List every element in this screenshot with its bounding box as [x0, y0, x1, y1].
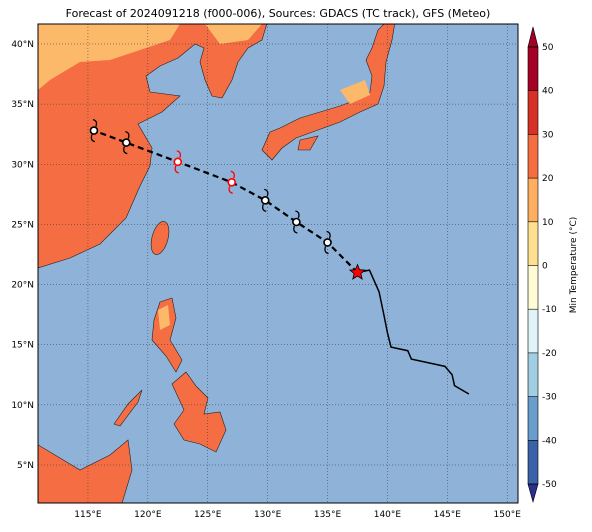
- storm-hook: [123, 130, 130, 155]
- map-frame: [37, 23, 519, 504]
- colorbar-bin: [528, 47, 538, 91]
- observed-track: [357, 269, 470, 395]
- storm-hook: [174, 150, 182, 174]
- y-tick-label: 35°N: [11, 100, 34, 110]
- storm-marker: [292, 217, 301, 227]
- y-tick-label: 25°N: [11, 220, 34, 230]
- x-tick-label: 135°E: [314, 510, 342, 520]
- colorbar-tick-label: 20: [542, 174, 554, 184]
- x-tick-label: 120°E: [134, 510, 162, 520]
- colorbar-bin: [528, 134, 538, 179]
- x-tick-label: 145°E: [434, 510, 462, 520]
- title: Forecast of 2024091218 (f000-006), Sourc…: [66, 7, 491, 20]
- colorbar-extend-low: [527, 483, 539, 504]
- land: [38, 24, 395, 503]
- x-tick-label: 150°E: [494, 510, 522, 520]
- storm-marker: [173, 157, 183, 167]
- storm-hook: [228, 170, 235, 194]
- colorbar-frame: [527, 46, 539, 485]
- x-tick-label: 115°E: [74, 510, 102, 520]
- storm-marker: [260, 196, 270, 205]
- y-tick-label: 5°N: [17, 461, 34, 471]
- x-tick-label: 140°E: [374, 510, 402, 520]
- colorbar-bin: [528, 90, 538, 135]
- colorbar-tick-label: -20: [542, 349, 557, 359]
- y-tick-label: 10°N: [11, 401, 34, 411]
- colorbar-tick-label: -10: [542, 305, 557, 315]
- storm-marker: [121, 138, 131, 147]
- y-tick-label: 30°N: [11, 160, 34, 170]
- storm-hook: [262, 188, 269, 212]
- colorbar-tick-label: 50: [542, 43, 554, 53]
- colorbar-extend-high: [527, 26, 539, 48]
- x-tick-label: 125°E: [194, 510, 222, 520]
- colorbar-bin: [528, 221, 538, 266]
- colorbar-bin: [528, 352, 538, 397]
- storm-hook: [90, 118, 98, 143]
- colorbar-label: Min Temperature (°C): [569, 217, 579, 314]
- x-tick-label: 130°E: [254, 510, 282, 520]
- storm-hook: [293, 210, 300, 234]
- storm-hook: [324, 230, 331, 255]
- colorbar-tick-label: 10: [542, 218, 554, 228]
- colorbar-tick-label: 0: [542, 262, 548, 272]
- colorbar-bin: [528, 396, 538, 441]
- storm-marker: [227, 178, 237, 187]
- colorbar-tick-label: 30: [542, 130, 554, 140]
- colorbar-tick-label: -30: [542, 393, 557, 403]
- storm-marker: [323, 238, 332, 247]
- current-position: [348, 263, 367, 280]
- colorbar-bin: [528, 265, 538, 310]
- y-tick-label: 20°N: [11, 281, 34, 291]
- y-tick-label: 15°N: [11, 341, 34, 351]
- colorbar-tick-label: 40: [542, 87, 554, 97]
- storm-marker: [89, 126, 99, 135]
- colorbar-tick-label: -40: [542, 436, 557, 446]
- colorbar-bin: [528, 178, 538, 222]
- colorbar-tick-label: -50: [542, 480, 557, 490]
- colorbar-bin: [528, 309, 538, 353]
- y-tick-label: 40°N: [11, 40, 34, 50]
- colorbar-bin: [528, 440, 538, 484]
